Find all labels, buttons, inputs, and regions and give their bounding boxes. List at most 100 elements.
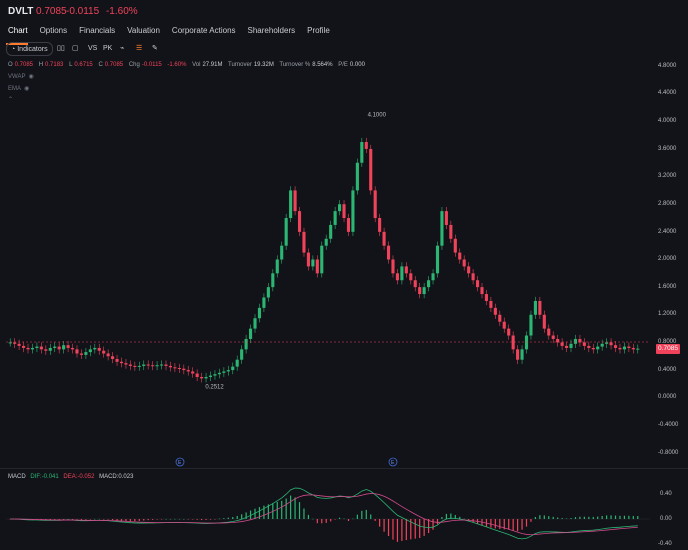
candle-body bbox=[467, 266, 471, 274]
candle-body bbox=[605, 342, 609, 344]
macd-bar bbox=[503, 519, 505, 530]
macd-bar bbox=[129, 519, 131, 522]
macd-bar bbox=[143, 519, 145, 521]
turnover-label: Turnover bbox=[228, 62, 252, 68]
compare-button[interactable]: VS bbox=[88, 44, 98, 52]
macd-bar bbox=[552, 516, 554, 519]
dea-label: DEA: bbox=[63, 474, 78, 480]
vwap-overlay[interactable]: VWAP ◉ bbox=[8, 73, 34, 81]
candle-body bbox=[57, 346, 61, 350]
candle-body bbox=[378, 218, 382, 232]
macd-bar bbox=[223, 518, 225, 519]
candle-body bbox=[596, 346, 600, 350]
candle-body bbox=[404, 266, 408, 274]
candle-body bbox=[151, 365, 155, 367]
tab-shareholders[interactable]: Shareholders bbox=[247, 26, 296, 35]
candle-body bbox=[391, 259, 395, 274]
candle-body bbox=[213, 374, 217, 376]
pk-button[interactable]: PK bbox=[103, 44, 113, 52]
macd-bar bbox=[499, 519, 501, 529]
candle-body bbox=[529, 314, 533, 336]
candle-body bbox=[66, 345, 70, 348]
eye-icon[interactable]: ◉ bbox=[24, 86, 30, 92]
macd-bar bbox=[330, 519, 332, 522]
event-marker-circle bbox=[175, 457, 185, 467]
drawing-list-icon[interactable]: ☰ bbox=[136, 45, 143, 52]
pen-icon[interactable]: ✎ bbox=[152, 45, 158, 52]
candle-body bbox=[128, 364, 132, 366]
candle-body bbox=[155, 365, 159, 367]
candle-body bbox=[582, 342, 586, 346]
candle-body bbox=[217, 372, 221, 375]
candle-body bbox=[600, 343, 604, 347]
macd-bar bbox=[557, 517, 559, 519]
vwap-label: VWAP bbox=[8, 73, 26, 80]
candle-body bbox=[124, 363, 128, 365]
macd-bar bbox=[218, 518, 221, 520]
macd-bar bbox=[427, 519, 430, 534]
candle-body bbox=[306, 252, 310, 267]
candle-body bbox=[609, 342, 613, 346]
candle-body bbox=[240, 349, 244, 360]
pane-divider bbox=[0, 468, 688, 469]
macd-bar bbox=[379, 519, 381, 527]
macd-bar bbox=[419, 519, 421, 538]
macd-bar bbox=[63, 519, 65, 520]
candle-body bbox=[538, 300, 542, 315]
axis-tick: 2.8000 bbox=[658, 201, 677, 207]
open-value: 0.7085 bbox=[14, 62, 34, 68]
axis-tick: 1.2000 bbox=[658, 311, 677, 317]
price-chart[interactable]: 4.1000 0.2512 E E bbox=[0, 58, 650, 468]
candle-body bbox=[280, 245, 284, 260]
tab-options[interactable]: Options bbox=[39, 26, 68, 35]
candle-body bbox=[382, 231, 386, 246]
macd-bar bbox=[441, 516, 443, 519]
tab-valuation[interactable]: Valuation bbox=[127, 26, 160, 35]
candle-type-icon[interactable]: ▯▯ bbox=[57, 45, 65, 52]
macd-bar bbox=[249, 510, 252, 519]
dif-label: DIF: bbox=[30, 474, 42, 480]
macd-bar bbox=[583, 516, 585, 519]
layout-icon[interactable]: ▢ bbox=[72, 45, 79, 52]
candle-body bbox=[613, 345, 618, 348]
collapse-chevron-icon[interactable]: ⌃ bbox=[8, 97, 14, 103]
macd-bar bbox=[267, 504, 269, 519]
macd-bar bbox=[258, 507, 261, 519]
candle-body bbox=[342, 204, 346, 219]
candle-body bbox=[315, 259, 319, 274]
macd-legend: MACD DIF:-0.041 DEA:-0.052 MACD:0.023 bbox=[8, 474, 133, 480]
macd-bar bbox=[548, 516, 550, 519]
macd-chart[interactable] bbox=[0, 482, 650, 550]
ema-overlay[interactable]: EMA ◉ bbox=[8, 85, 30, 93]
candle-body bbox=[338, 204, 342, 212]
open-label: O bbox=[8, 62, 13, 68]
indicators-label: Indicators bbox=[17, 45, 48, 53]
indicators-button[interactable]: ◔ Indicators bbox=[6, 42, 53, 56]
ticker-symbol: DVLT bbox=[8, 6, 34, 17]
candle-body bbox=[271, 273, 275, 288]
candle-body bbox=[573, 338, 578, 344]
candle-body bbox=[302, 231, 306, 253]
dif-line bbox=[10, 487, 638, 540]
macd-bar bbox=[494, 519, 496, 529]
candle-body bbox=[333, 211, 337, 225]
trend-icon[interactable]: ⌁ bbox=[120, 45, 125, 52]
candle-body bbox=[511, 335, 515, 350]
macd-bar bbox=[196, 519, 198, 520]
macd-bar bbox=[614, 515, 617, 519]
axis-tick: 2.0000 bbox=[658, 256, 677, 262]
chg-percent: -1.60% bbox=[167, 62, 187, 68]
candle-body bbox=[551, 335, 555, 339]
macd-bar bbox=[410, 519, 412, 540]
low-annotation: 0.2512 bbox=[205, 384, 224, 390]
tab-corporate-actions[interactable]: Corporate Actions bbox=[171, 26, 236, 35]
macd-bar bbox=[205, 519, 207, 520]
tab-chart[interactable]: Chart bbox=[0, 24, 34, 45]
tab-financials[interactable]: Financials bbox=[79, 26, 116, 35]
tab-profile[interactable]: Profile bbox=[307, 26, 330, 35]
eye-icon[interactable]: ◉ bbox=[28, 74, 34, 80]
event-marker-e: E bbox=[175, 457, 185, 467]
macd-bar bbox=[321, 519, 323, 524]
macd-bar bbox=[490, 519, 492, 528]
macd-bar bbox=[468, 519, 470, 521]
